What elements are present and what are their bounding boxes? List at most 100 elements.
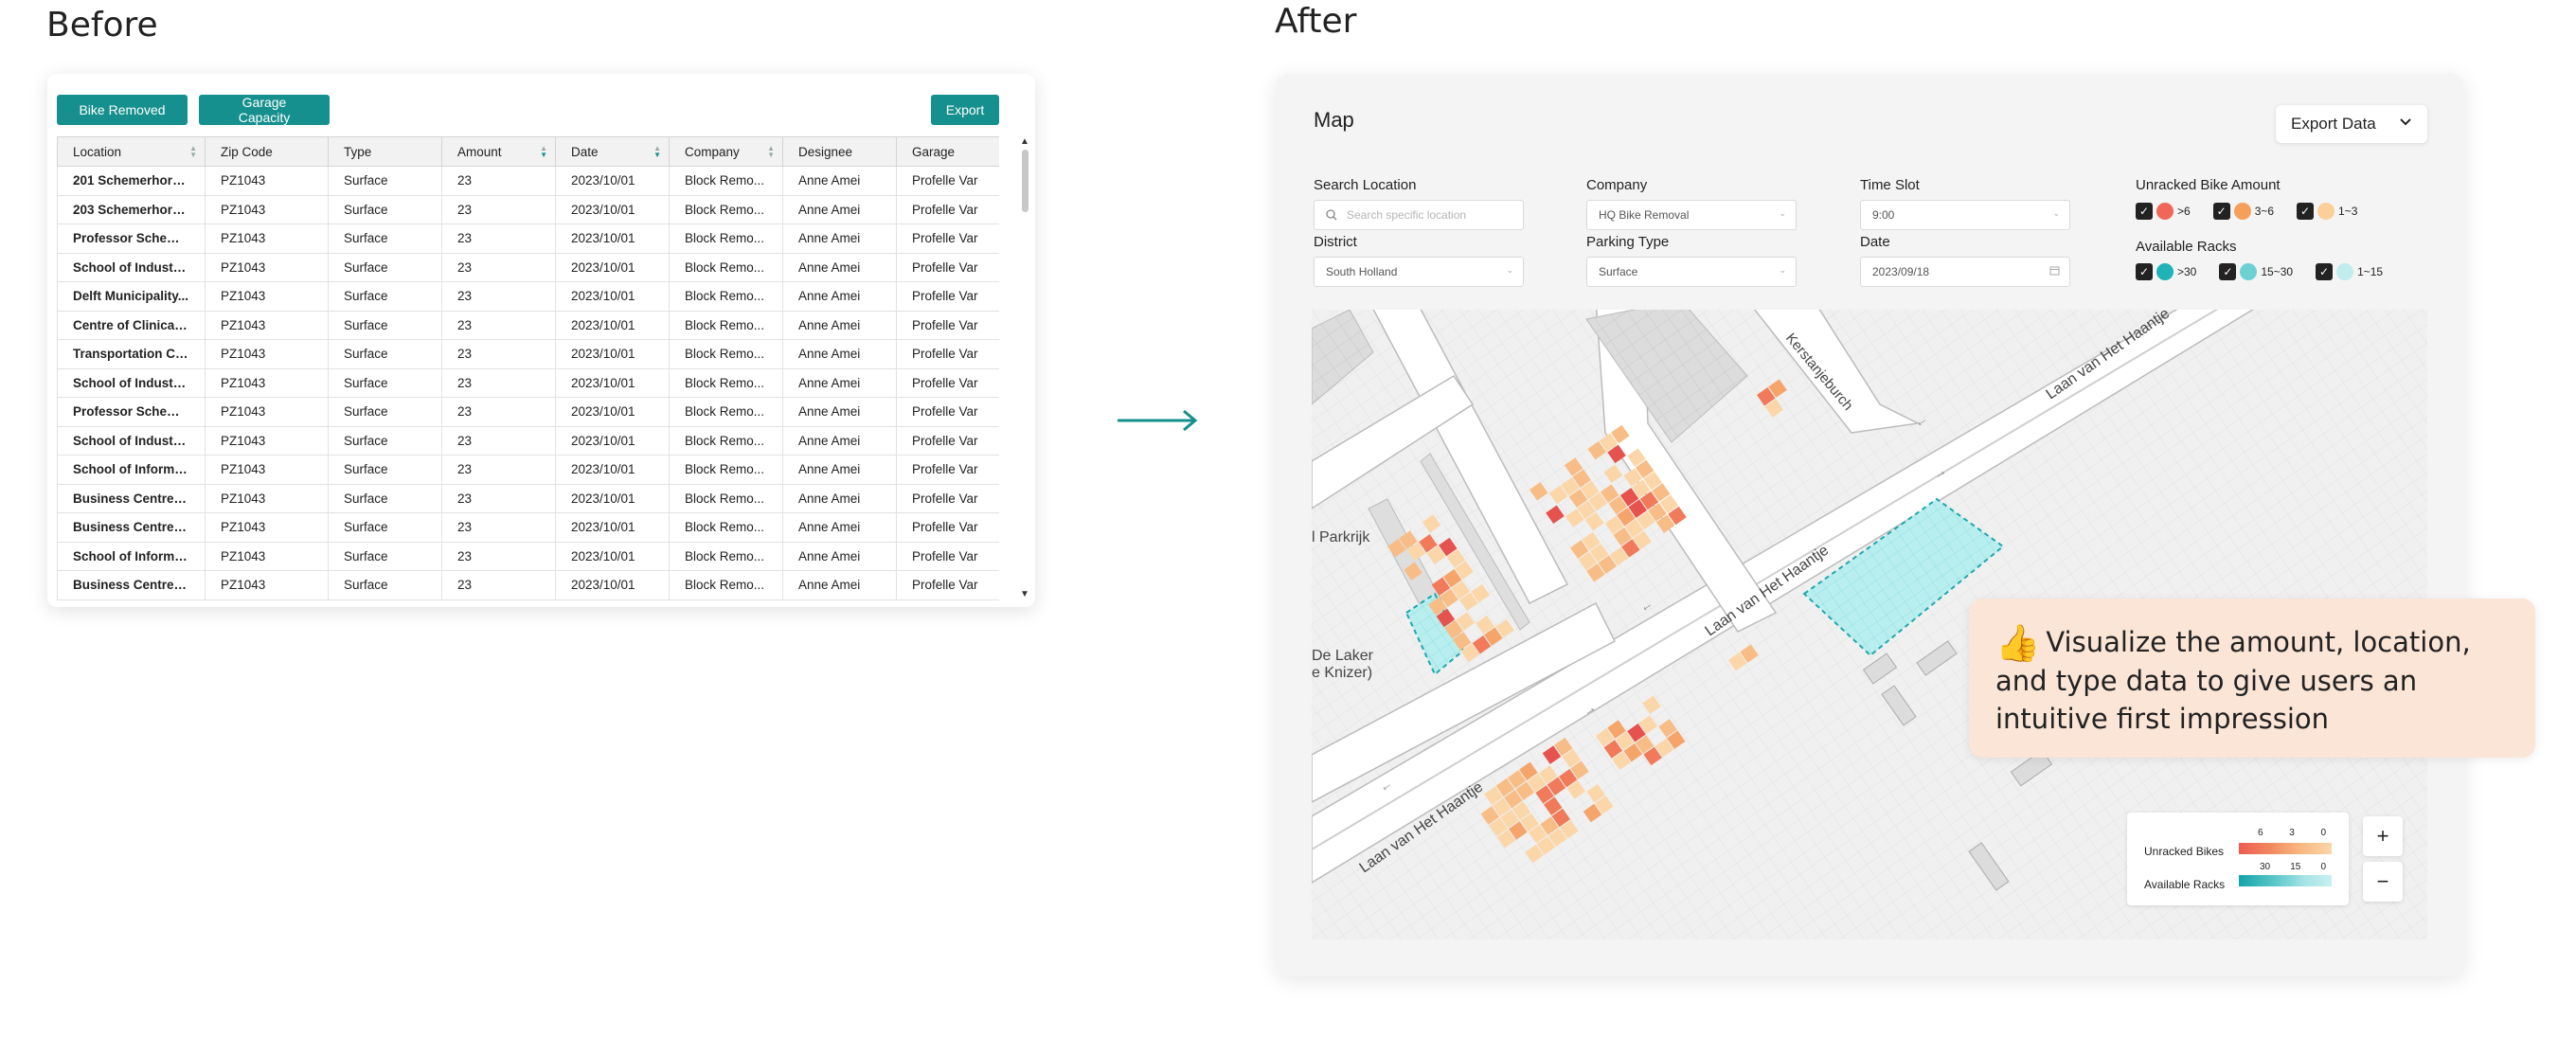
heat-cell [1476, 616, 1494, 635]
time-slot-select[interactable]: 9:00 ⌄ [1860, 200, 2070, 230]
table-cell: Professor Scheme... [57, 397, 206, 427]
sort-icon[interactable]: ▲ ▼ [540, 144, 547, 159]
export-data-dropdown[interactable]: Export Data [2276, 105, 2427, 143]
column-header[interactable]: Type [328, 136, 442, 167]
table-row[interactable]: School of Informa... PZ1043 Surface 23 2023/… [57, 455, 999, 485]
heat-cell [1528, 824, 1547, 844]
sort-icon[interactable]: ▲ ▼ [767, 144, 775, 159]
bike-removed-button[interactable]: Bike Removed [57, 95, 188, 125]
legend-checkbox-item[interactable]: ✓ 3~6 [2212, 203, 2274, 220]
sort-icon[interactable]: ▲ ▼ [189, 144, 197, 159]
table-row[interactable]: 203 Schemerhorn... PZ1043 Surface 23 2023/10… [57, 194, 999, 224]
heat-cell [1627, 724, 1646, 742]
table-cell: Anne Amei [782, 166, 897, 196]
heat-cell [1509, 821, 1528, 840]
district-select[interactable]: South Holland ⌄ [1314, 257, 1524, 287]
table-cell: 2023/10/01 [555, 541, 670, 571]
legend-checkbox-item[interactable]: ✓ >6 [2136, 203, 2191, 220]
checkbox-checked-icon[interactable]: ✓ [2136, 263, 2153, 280]
available-racks-legend-label: Available Racks [2144, 878, 2226, 891]
garage-capacity-button[interactable]: Garage Capacity [199, 95, 330, 125]
date-value: 2023/09/18 [1872, 265, 1930, 278]
table-cell: Anne Amei [782, 310, 897, 340]
date-label: Date [1860, 234, 1890, 250]
checkbox-checked-icon[interactable]: ✓ [2212, 203, 2230, 220]
legend-checkbox-item[interactable]: ✓ 1~15 [2316, 263, 2383, 280]
table-cell: Profelle Var [896, 339, 999, 369]
table-row[interactable]: Business Centre A... PZ1043 Surface 23 2023/… [57, 512, 999, 543]
scroll-thumb[interactable] [1022, 150, 1029, 212]
heat-cell [1632, 479, 1651, 498]
table-row[interactable]: School of Industri... PZ1043 Surface 23 2023… [57, 367, 999, 398]
table-cell: PZ1043 [205, 166, 329, 196]
table-cell: Centre of Clinical ... [57, 310, 206, 340]
table-row[interactable]: Professor Scheme... PZ1043 Surface 23 2023/1… [57, 223, 999, 254]
table-cell: Block Remo... [669, 512, 783, 543]
table-row[interactable]: Business Centre A... PZ1043 Surface 23 2023/… [57, 483, 999, 513]
table-row[interactable]: Centre of Clinical ... PZ1043 Surface 23 202… [57, 310, 999, 340]
legend-label: 1~15 [2357, 265, 2384, 278]
scroll-down-icon[interactable]: ▼ [1020, 589, 1029, 599]
zoom-in-button[interactable]: + [2363, 816, 2403, 856]
table-cell: Profelle Var [896, 310, 999, 340]
zoom-out-button[interactable]: − [2363, 862, 2403, 902]
heat-cell [1439, 537, 1458, 557]
legend-checkbox-item[interactable]: ✓ >30 [2136, 263, 2196, 280]
table-row[interactable]: School of Industri... PZ1043 Surface 23 2023… [57, 252, 999, 282]
checkbox-checked-icon[interactable]: ✓ [2219, 263, 2237, 280]
search-input[interactable]: Search specific location [1314, 200, 1524, 230]
tick-label: 0 [2320, 828, 2326, 838]
heat-cell [1604, 515, 1624, 535]
scroll-up-icon[interactable]: ▲ [1020, 136, 1029, 147]
checkbox-checked-icon[interactable]: ✓ [2316, 263, 2334, 280]
column-header[interactable]: Company ▲ ▼ [669, 136, 783, 167]
table-row[interactable]: School of Informa... PZ1043 Surface 23 2023/… [57, 541, 999, 571]
table-cell: 23 [441, 310, 556, 340]
table-cell: Profelle Var [896, 194, 999, 224]
table-row[interactable]: 201 Schemerhorn... PZ1043 Surface 23 2023/10… [57, 166, 999, 196]
table-row[interactable]: School of Industri... PZ1043 Surface 23 2023… [57, 425, 999, 456]
date-picker[interactable]: 2023/09/18 [1860, 257, 2070, 287]
heat-cell [1484, 786, 1503, 805]
heat-cell [1643, 471, 1662, 491]
sort-icon[interactable]: ▲ ▼ [653, 144, 661, 159]
heat-cell [1547, 828, 1567, 848]
table-cell: 2023/10/01 [555, 512, 670, 543]
after-heading: After [1275, 2, 1357, 41]
parking-type-select[interactable]: Surface ⌄ [1586, 257, 1797, 287]
heat-cell [1460, 643, 1479, 663]
table-cell: PZ1043 [205, 281, 329, 312]
column-header[interactable]: Zip Code [205, 136, 329, 167]
table-cell: Surface [328, 310, 442, 340]
heat-cell [1565, 509, 1584, 527]
column-header[interactable]: Designee [782, 136, 897, 167]
column-header[interactable]: Amount ▲ ▼ [441, 136, 556, 167]
table-cell: 2023/10/01 [555, 397, 670, 427]
heat-cell [1472, 635, 1492, 654]
available-racks-checkboxes: ✓ >30 ✓ 15~30 ✓ 1~15 [2136, 263, 2400, 280]
table-cell: Block Remo... [669, 194, 783, 224]
table-row[interactable]: Professor Scheme... PZ1043 Surface 23 2023/1… [57, 397, 999, 427]
table-row[interactable]: Business Centre A... PZ1043 Surface 23 2023/… [57, 570, 999, 600]
table-row[interactable]: Transportation Ce... PZ1043 Surface 23 2023/… [57, 339, 999, 369]
table-cell: Anne Amei [782, 425, 897, 456]
company-select[interactable]: HQ Bike Removal ⌄ [1586, 200, 1797, 230]
table-cell: Anne Amei [782, 455, 897, 485]
table-scrollbar[interactable]: ▲ ▼ [1020, 136, 1029, 602]
table-row[interactable]: Delft Municipality... PZ1043 Surface 23 2023… [57, 281, 999, 312]
checkbox-checked-icon[interactable]: ✓ [2136, 203, 2153, 220]
column-header[interactable]: Date ▲ ▼ [555, 136, 670, 167]
checkbox-checked-icon[interactable]: ✓ [2297, 203, 2315, 220]
table-cell: Anne Amei [782, 512, 897, 543]
heat-cell [1542, 745, 1562, 764]
export-button[interactable]: Export [931, 95, 999, 125]
column-header[interactable]: Garage [896, 136, 999, 167]
heat-cell [1436, 608, 1456, 628]
heat-cell [1568, 489, 1588, 508]
table-cell: Block Remo... [669, 223, 783, 254]
heat-cell [1599, 433, 1619, 452]
heat-cell [1607, 720, 1626, 739]
column-header[interactable]: Location ▲ ▼ [57, 136, 206, 167]
legend-checkbox-item[interactable]: ✓ 15~30 [2219, 263, 2293, 280]
legend-checkbox-item[interactable]: ✓ 1~3 [2297, 203, 2357, 220]
